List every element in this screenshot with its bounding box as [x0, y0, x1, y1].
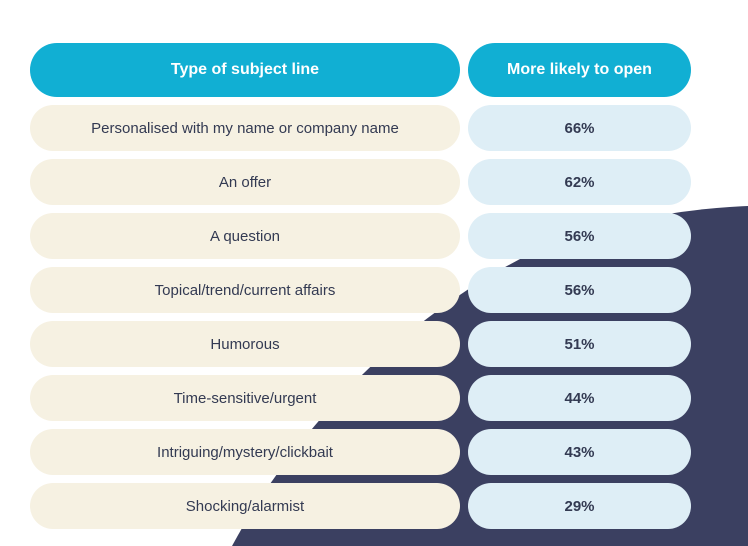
- row-value: 44%: [468, 375, 691, 421]
- subject-line-table: Type of subject line More likely to open…: [30, 43, 691, 537]
- row-label: Humorous: [30, 321, 460, 367]
- table-row: Topical/trend/current affairs 56%: [30, 267, 691, 313]
- row-label: A question: [30, 213, 460, 259]
- table-header-row: Type of subject line More likely to open: [30, 43, 691, 97]
- row-value: 66%: [468, 105, 691, 151]
- table-row: Personalised with my name or company nam…: [30, 105, 691, 151]
- table-row: A question 56%: [30, 213, 691, 259]
- table-row: Intriguing/mystery/clickbait 43%: [30, 429, 691, 475]
- table-row: Shocking/alarmist 29%: [30, 483, 691, 529]
- header-more-likely-to-open: More likely to open: [468, 43, 691, 97]
- row-value: 29%: [468, 483, 691, 529]
- row-label: Time-sensitive/urgent: [30, 375, 460, 421]
- row-value: 56%: [468, 213, 691, 259]
- row-label: Topical/trend/current affairs: [30, 267, 460, 313]
- row-label: Shocking/alarmist: [30, 483, 460, 529]
- row-label: Personalised with my name or company nam…: [30, 105, 460, 151]
- table-row: Time-sensitive/urgent 44%: [30, 375, 691, 421]
- table-body: Personalised with my name or company nam…: [30, 105, 691, 529]
- row-value: 62%: [468, 159, 691, 205]
- row-label: Intriguing/mystery/clickbait: [30, 429, 460, 475]
- row-value: 43%: [468, 429, 691, 475]
- table-row: Humorous 51%: [30, 321, 691, 367]
- row-value: 51%: [468, 321, 691, 367]
- header-type-of-subject-line: Type of subject line: [30, 43, 460, 97]
- table-row: An offer 62%: [30, 159, 691, 205]
- row-label: An offer: [30, 159, 460, 205]
- row-value: 56%: [468, 267, 691, 313]
